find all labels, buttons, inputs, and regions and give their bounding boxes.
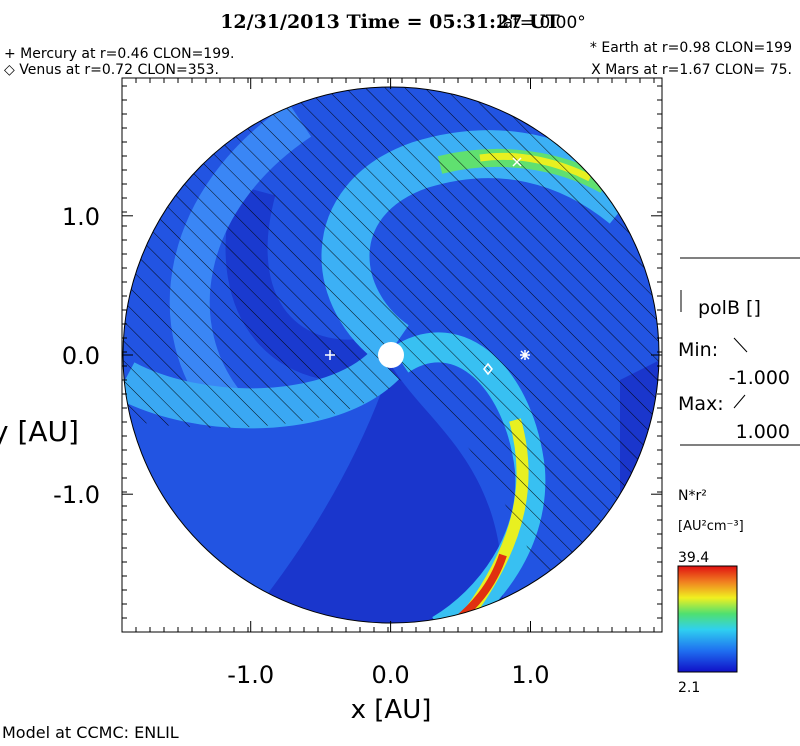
- legend-min: -1.000: [729, 367, 790, 389]
- x-axis-label: x [AU]: [351, 695, 432, 725]
- legend-max: 1.000: [736, 421, 790, 443]
- colorbar-label: N*r²: [678, 488, 707, 504]
- colorbar: [677, 565, 738, 673]
- planet-venus: ◇ Venus at r=0.72 CLON=353.: [4, 62, 219, 78]
- max-glyph: [733, 394, 746, 409]
- y-tick-label: 1.0: [62, 203, 100, 231]
- title: 12/31/2013 Time = 05:31:27 UT: [220, 11, 560, 33]
- latitude: lat= 0.00°: [498, 13, 586, 33]
- planet-markers: [325, 157, 530, 376]
- sun: [378, 342, 404, 368]
- x-tick-label: 1.0: [511, 661, 549, 689]
- y-tick-label: 0.0: [62, 342, 100, 370]
- planet-earth: * Earth at r=0.98 CLON=199: [590, 40, 792, 56]
- y-axis-label: y [AU]: [0, 415, 79, 448]
- planet-mercury: + Mercury at r=0.46 CLON=199.: [4, 46, 234, 62]
- colorbar-min: 2.1: [678, 680, 700, 696]
- legend-min-label: Min:: [678, 339, 718, 361]
- colorbar-max: 39.4: [678, 550, 709, 566]
- colorbar-units: [AU²cm⁻³]: [678, 519, 744, 534]
- legend-max-label: Max:: [678, 393, 724, 415]
- x-tick-label: -1.0: [227, 661, 274, 689]
- min-glyph: [733, 337, 748, 353]
- legend-field: polB []: [698, 297, 761, 319]
- planet-mars: X Mars at r=1.67 CLON= 75.: [591, 62, 792, 78]
- y-tick-label: -1.0: [53, 481, 100, 509]
- footer: Model at CCMC: ENLIL: [2, 723, 179, 742]
- x-tick-label: 0.0: [372, 661, 410, 689]
